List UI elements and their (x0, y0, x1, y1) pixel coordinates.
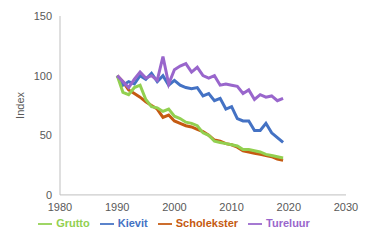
svg-text:2010: 2010 (219, 201, 243, 213)
svg-text:2030: 2030 (334, 201, 358, 213)
svg-text:150: 150 (34, 10, 52, 22)
svg-text:0: 0 (46, 189, 52, 201)
svg-text:2020: 2020 (277, 201, 301, 213)
svg-text:1990: 1990 (105, 201, 129, 213)
html-text:Kievit: Kievit (117, 216, 148, 229)
svg-text:Index: Index (14, 92, 26, 119)
html-text:Grutto: Grutto (56, 216, 90, 229)
svg-text:100: 100 (34, 70, 52, 82)
svg-text:2000: 2000 (162, 201, 186, 213)
html-text:Scholekster: Scholekster (175, 216, 239, 229)
svg-text:50: 50 (40, 129, 52, 141)
html-text:Tureluur: Tureluur (266, 216, 310, 229)
svg-text:1980: 1980 (48, 201, 72, 213)
